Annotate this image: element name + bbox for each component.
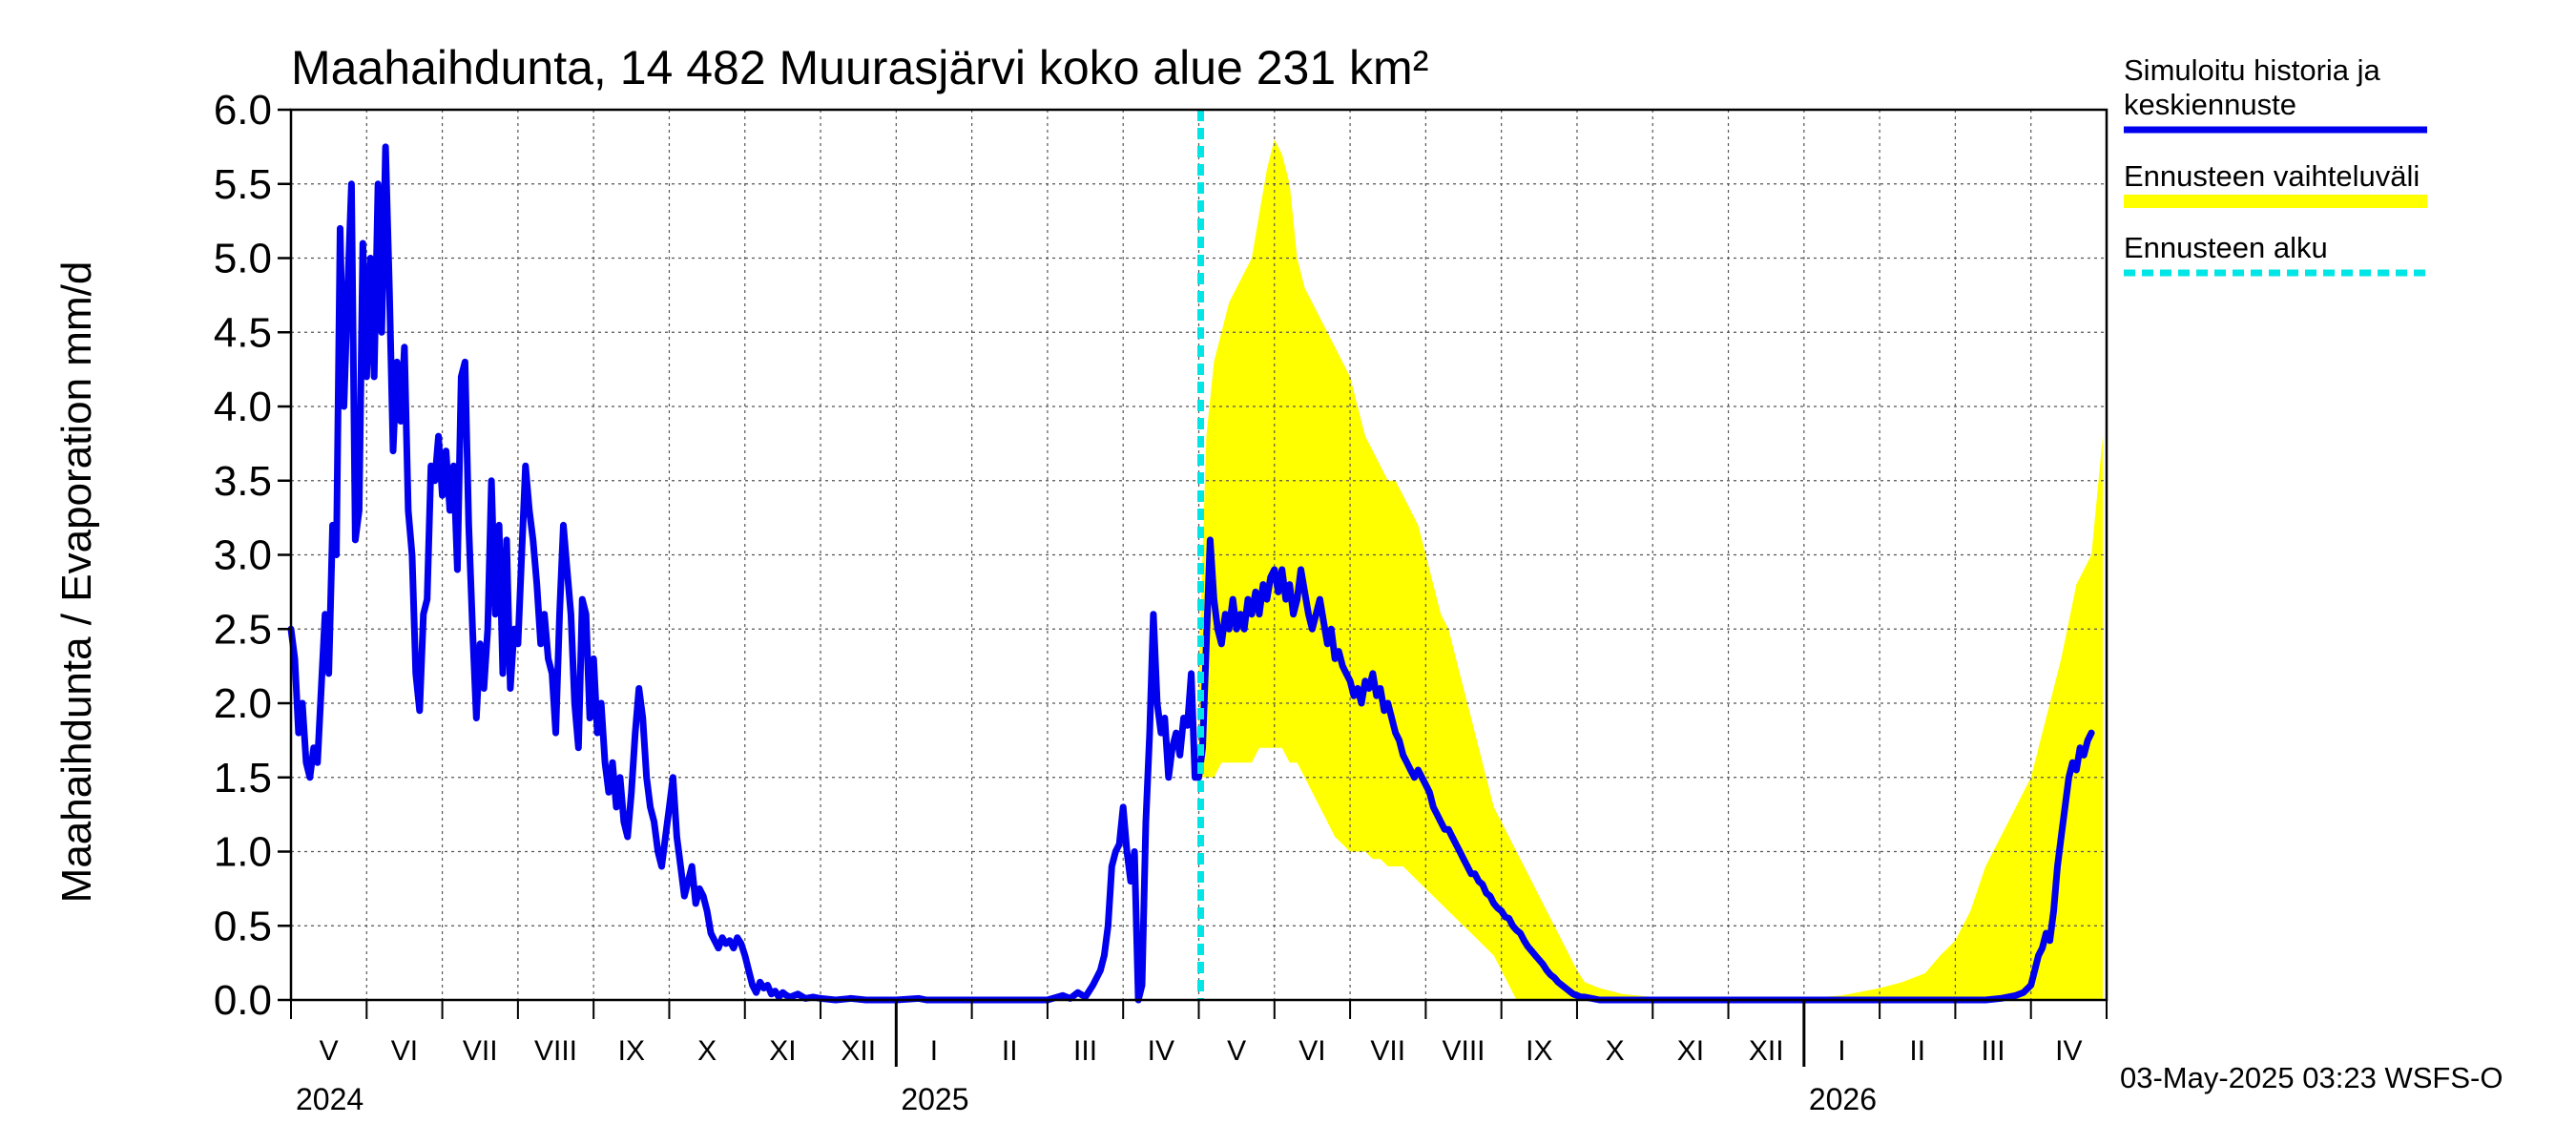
y-tick-label: 3.5	[214, 458, 272, 505]
month-label: IX	[618, 1035, 645, 1067]
month-label: XII	[841, 1035, 876, 1067]
y-tick-label: 0.0	[214, 977, 272, 1024]
y-tick-label: 0.5	[214, 903, 272, 949]
month-label: XII	[1749, 1035, 1784, 1067]
y-tick-label: 2.5	[214, 606, 272, 653]
month-label: III	[1073, 1035, 1097, 1067]
month-label: VII	[463, 1035, 498, 1067]
month-label: VIII	[1443, 1035, 1485, 1067]
y-tick-label: 4.0	[214, 384, 272, 430]
y-tick-label: 1.5	[214, 755, 272, 802]
y-tick-label: 2.0	[214, 680, 272, 727]
year-label: 2026	[1809, 1082, 1877, 1116]
chart-title: Maahaihdunta, 14 482 Muurasjärvi koko al…	[291, 41, 1428, 94]
legend-label: Ennusteen vaihteluväli	[2124, 159, 2420, 193]
month-label: VI	[1298, 1035, 1325, 1067]
y-tick-label: 4.5	[214, 309, 272, 356]
timestamp-footer: 03-May-2025 03:23 WSFS-O	[2120, 1061, 2503, 1094]
legend-label: Ennusteen alku	[2124, 231, 2328, 264]
month-label: XI	[769, 1035, 796, 1067]
month-label: VII	[1370, 1035, 1405, 1067]
month-label: V	[1227, 1035, 1246, 1067]
y-tick-label: 1.0	[214, 829, 272, 876]
forecast-range-band	[1198, 139, 2103, 1001]
month-label: I	[930, 1035, 938, 1067]
year-label: 2024	[296, 1082, 364, 1116]
month-label: V	[320, 1035, 339, 1067]
month-label: X	[1606, 1035, 1625, 1067]
y-tick-label: 3.0	[214, 532, 272, 579]
year-label: 2025	[901, 1082, 968, 1116]
month-label: XI	[1677, 1035, 1704, 1067]
month-label: IV	[2055, 1035, 2082, 1067]
month-label: IV	[1148, 1035, 1174, 1067]
y-tick-label: 6.0	[214, 87, 272, 134]
series-line-history	[287, 143, 2095, 1004]
y-tick-label: 5.5	[214, 161, 272, 208]
month-label: III	[1982, 1035, 2005, 1067]
axis-layer: 0.0 0.5 1.0 1.5 2.0 2.5 3.0 3.5 4.0 4.5 5.0 5.5 6.0 V…	[214, 87, 2109, 1116]
month-label: X	[697, 1035, 717, 1067]
month-label: II	[1002, 1035, 1018, 1067]
legend-label: Simuloitu historia ja	[2124, 53, 2381, 87]
forecast-range-layer	[1198, 139, 2103, 1001]
month-label: I	[1838, 1035, 1845, 1067]
month-label: IX	[1526, 1035, 1552, 1067]
month-label: VIII	[534, 1035, 577, 1067]
y-tick-label: 5.0	[214, 236, 272, 282]
month-label: II	[1909, 1035, 1925, 1067]
month-label: VI	[391, 1035, 418, 1067]
y-axis-label: Maahaihdunta / Evaporation mm/d	[53, 261, 100, 904]
series-layer	[287, 110, 2095, 1004]
legend-label: keskiennuste	[2124, 88, 2296, 121]
